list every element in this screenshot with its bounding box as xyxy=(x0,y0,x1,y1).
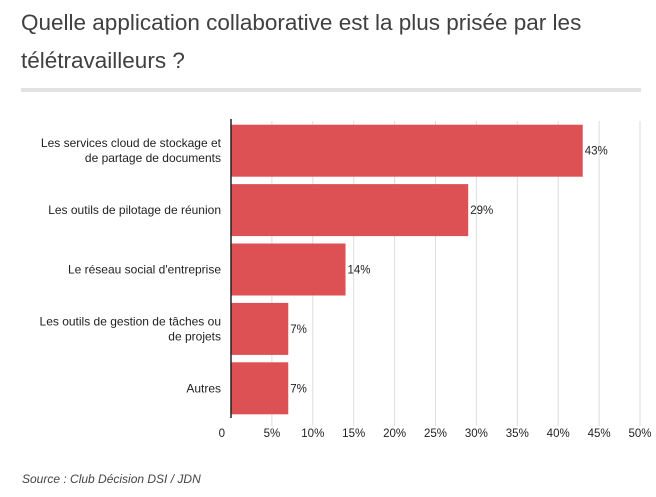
x-tick-label: 35% xyxy=(506,428,529,440)
title-divider xyxy=(21,88,641,92)
data-label: 7% xyxy=(290,324,307,336)
x-tick-label: 40% xyxy=(547,428,570,440)
category-label: de projets xyxy=(168,329,221,343)
bars xyxy=(231,124,583,415)
category-label: Les outils de pilotage de réunion xyxy=(48,203,221,217)
x-tick-label: 25% xyxy=(424,428,447,440)
category-label: Les services cloud de stockage et xyxy=(41,136,222,150)
data-label: 14% xyxy=(348,265,371,277)
x-tick-label: 20% xyxy=(383,428,406,440)
x-tick-label: 45% xyxy=(588,428,611,440)
bar xyxy=(231,362,289,415)
category-label: de partage de documents xyxy=(85,151,221,165)
x-tick-label: 50% xyxy=(628,428,651,440)
data-label: 43% xyxy=(585,146,608,158)
x-tick-label: 10% xyxy=(301,428,324,440)
source-note: Source : Club Décision DSI / JDN xyxy=(22,472,201,486)
category-label: Les outils de gestion de tâches ou xyxy=(40,314,221,328)
x-tick-label: 30% xyxy=(465,428,488,440)
chart-title: Quelle application collaborative est la … xyxy=(21,10,582,73)
x-tick-label: 15% xyxy=(342,428,365,440)
labels: 0 5% 10% 15% 20% 25% 30% 35% 40% 45% 50% 43% Les ser… xyxy=(40,136,652,440)
bar xyxy=(231,124,583,177)
category-label: Le réseau social d'entreprise xyxy=(68,263,221,277)
category-label: Autres xyxy=(186,381,221,395)
data-label: 7% xyxy=(290,383,307,395)
x-tick-label: 0 xyxy=(219,428,225,440)
bar xyxy=(231,243,346,296)
bar xyxy=(231,184,469,237)
data-label: 29% xyxy=(470,205,493,217)
x-tick-label: 5% xyxy=(264,428,281,440)
bar xyxy=(231,302,289,355)
